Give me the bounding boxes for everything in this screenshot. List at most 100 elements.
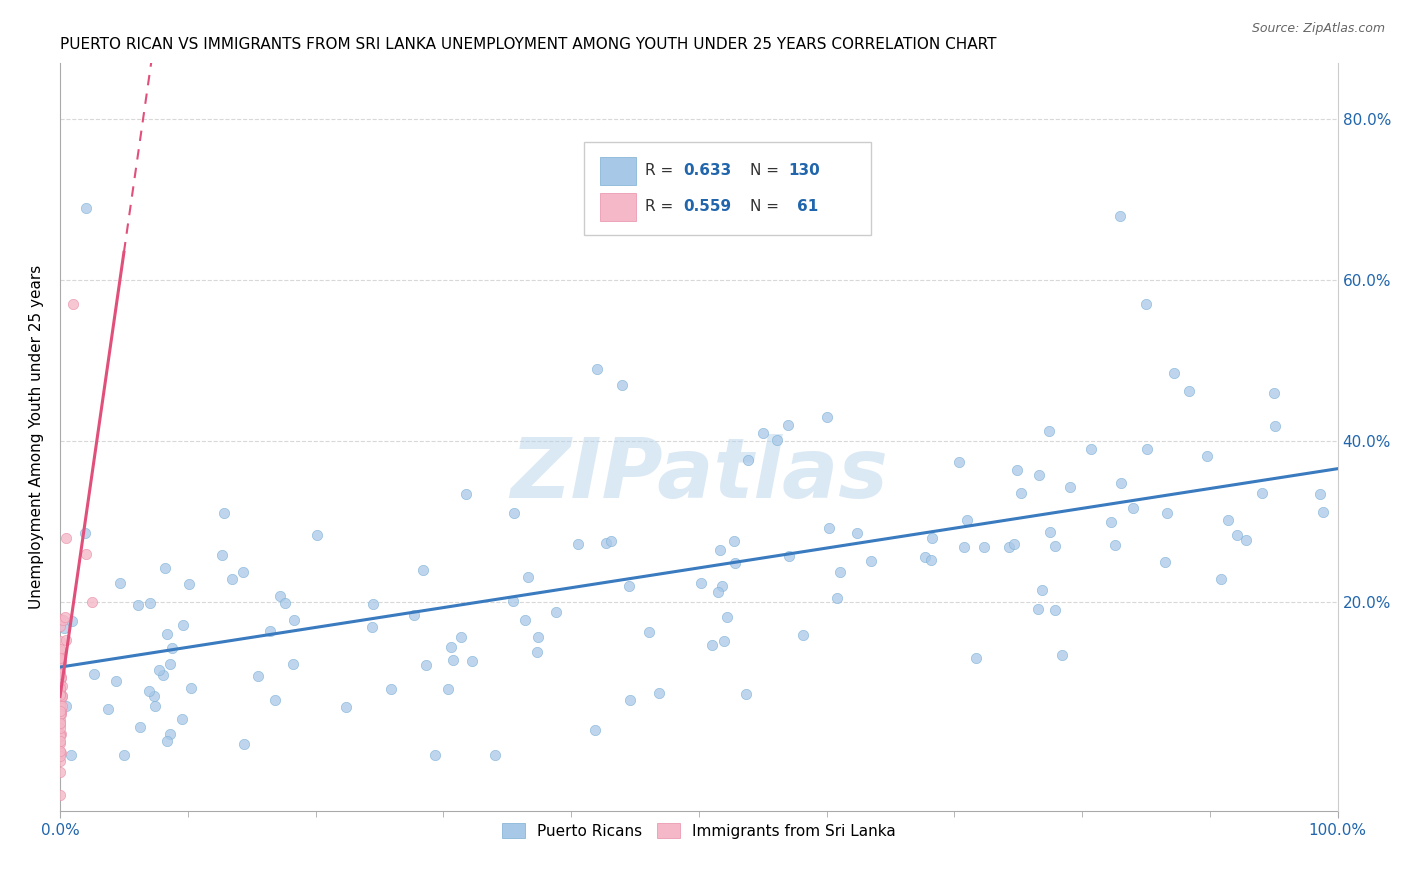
Point (232, 566, 254, 580)
Point (49, 703, 72, 717)
Point (49, 647, 72, 661)
Point (155, 561, 177, 575)
Point (737, 452, 759, 467)
Point (49, 713, 72, 727)
Point (648, 686, 671, 700)
Point (156, 626, 179, 640)
Point (49, 688, 72, 702)
Point (49, 643, 72, 657)
Point (1251, 486, 1274, 500)
Point (1104, 538, 1126, 552)
Point (1045, 540, 1067, 554)
Point (1059, 480, 1081, 494)
Point (1211, 572, 1233, 586)
Point (460, 654, 482, 668)
Point (920, 553, 942, 567)
Point (1043, 602, 1066, 616)
Point (49, 687, 72, 701)
Point (49, 681, 72, 695)
Point (1312, 505, 1334, 519)
Point (778, 549, 800, 564)
Point (62, 297, 84, 311)
Point (1226, 528, 1249, 542)
Point (52, 621, 75, 635)
Point (75, 201, 97, 215)
Point (112, 747, 135, 762)
Point (80, 595, 103, 609)
Point (914, 549, 936, 564)
Point (49, 619, 72, 633)
Text: 61: 61 (797, 199, 818, 214)
Point (49, 674, 72, 689)
Point (1026, 601, 1049, 615)
Text: 0.633: 0.633 (683, 163, 731, 178)
Point (49, 754, 72, 768)
Point (148, 663, 170, 677)
Point (49, 689, 72, 703)
Point (152, 668, 174, 682)
Text: ZIPatlas: ZIPatlas (510, 434, 887, 515)
Point (139, 596, 162, 610)
Point (1136, 442, 1159, 456)
Point (1039, 525, 1062, 540)
Point (441, 653, 464, 667)
Point (845, 525, 868, 540)
Point (159, 657, 181, 672)
Point (502, 594, 524, 608)
Point (49, 686, 72, 700)
Point (51, 690, 73, 704)
Point (380, 681, 402, 696)
Point (766, 434, 789, 448)
Point (49, 698, 72, 712)
Point (180, 681, 202, 696)
Point (179, 576, 201, 591)
Point (817, 521, 839, 535)
Point (709, 543, 731, 558)
Point (1050, 648, 1073, 662)
Point (49, 706, 72, 720)
Point (517, 570, 540, 584)
Point (49, 704, 72, 718)
Point (49, 651, 72, 665)
Point (83, 666, 105, 681)
Point (170, 712, 193, 726)
Point (51, 688, 73, 702)
Point (49, 690, 72, 705)
Point (526, 645, 548, 659)
Point (51, 671, 73, 685)
Point (97, 702, 120, 716)
Point (162, 641, 184, 656)
FancyBboxPatch shape (583, 142, 872, 235)
Point (49, 633, 72, 648)
Point (734, 687, 756, 701)
Point (437, 681, 460, 696)
Point (1010, 486, 1032, 500)
Point (49, 670, 72, 684)
Point (515, 613, 537, 627)
Point (1002, 537, 1025, 551)
Point (75, 547, 97, 561)
Point (305, 528, 328, 542)
Point (159, 727, 181, 741)
Point (49, 748, 72, 763)
Point (49, 687, 72, 701)
Point (363, 597, 385, 611)
Point (595, 536, 617, 550)
Point (792, 628, 814, 642)
Point (49, 676, 72, 690)
Text: PUERTO RICAN VS IMMIGRANTS FROM SRI LANKA UNEMPLOYMENT AMONG YOUTH UNDER 25 YEAR: PUERTO RICAN VS IMMIGRANTS FROM SRI LANK… (60, 37, 997, 53)
Point (1309, 487, 1331, 501)
Y-axis label: Unemployment Among Youth under 25 years: Unemployment Among Youth under 25 years (30, 265, 44, 609)
Point (49, 715, 72, 730)
Point (973, 540, 995, 554)
Point (1080, 442, 1102, 457)
Point (49, 788, 72, 802)
Point (1153, 555, 1175, 569)
Legend: Puerto Ricans, Immigrants from Sri Lanka: Puerto Ricans, Immigrants from Sri Lanka (495, 817, 903, 845)
Point (700, 638, 723, 652)
Point (51, 689, 73, 703)
Point (544, 605, 567, 619)
Point (49, 726, 72, 740)
Point (1109, 209, 1132, 223)
Point (49, 690, 72, 705)
